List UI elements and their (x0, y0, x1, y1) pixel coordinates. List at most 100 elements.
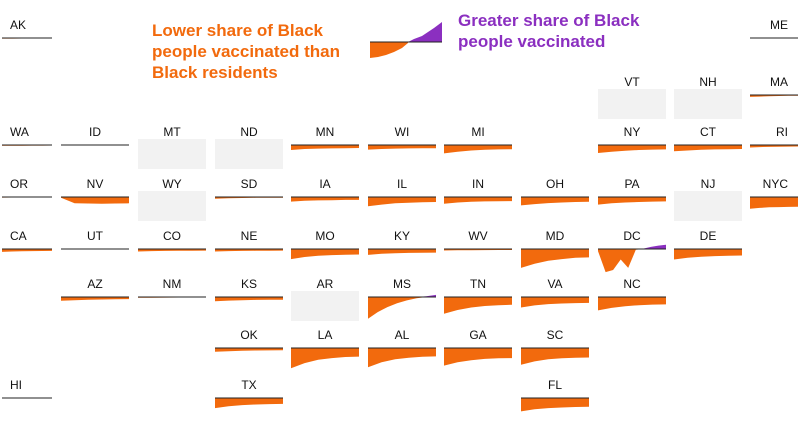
state-sparkline (442, 139, 514, 169)
state-sparkline (442, 243, 514, 273)
state-sparkline (366, 291, 438, 321)
state-tile-ky: KY (366, 229, 438, 275)
state-tile-al: AL (366, 328, 438, 374)
state-tile-ut: UT (59, 229, 131, 275)
state-sparkline (519, 191, 591, 221)
area-lower (598, 249, 666, 272)
state-sparkline (672, 191, 744, 221)
area-lower (291, 249, 359, 259)
state-sparkline (213, 342, 285, 372)
state-label: NYC (763, 177, 788, 191)
state-label: IN (442, 177, 514, 191)
area-lower (61, 297, 129, 301)
area-lower (521, 197, 589, 205)
state-label: AL (366, 328, 438, 342)
state-label: WI (366, 125, 438, 139)
state-label: OH (519, 177, 591, 191)
state-sparkline (596, 139, 668, 169)
legend-icon (370, 22, 442, 64)
state-label: NE (213, 229, 285, 243)
state-tile-ks: KS (213, 277, 285, 323)
state-tile-mt: MT (136, 125, 208, 171)
state-sparkline (748, 191, 800, 221)
state-tile-hi: HI (0, 378, 54, 424)
state-label: SC (519, 328, 591, 342)
state-label: FL (519, 378, 591, 392)
area-lower (368, 348, 436, 367)
state-label: AK (10, 18, 64, 32)
area-lower (291, 197, 359, 202)
state-tile-ak: AK (0, 18, 54, 64)
state-tile-nyc: NYC (748, 177, 800, 223)
area-lower (291, 348, 359, 368)
state-sparkline (596, 291, 668, 321)
state-sparkline (136, 243, 208, 273)
state-label: MN (289, 125, 361, 139)
state-label: MD (519, 229, 591, 243)
state-tile-ms: MS (366, 277, 438, 323)
state-label: ME (770, 18, 788, 32)
nodata-box (138, 191, 206, 221)
area-lower (368, 297, 436, 319)
state-sparkline (672, 243, 744, 273)
state-sparkline (0, 139, 54, 169)
state-tile-vt: VT (596, 75, 668, 121)
nodata-box (291, 291, 359, 321)
state-label: OK (213, 328, 285, 342)
state-tile-nj: NJ (672, 177, 744, 223)
state-tile-ga: GA (442, 328, 514, 374)
state-tile-ny: NY (596, 125, 668, 171)
state-tile-md: MD (519, 229, 591, 275)
state-tile-id: ID (59, 125, 131, 171)
area-lower (521, 398, 589, 411)
state-label: GA (442, 328, 514, 342)
state-sparkline (519, 243, 591, 273)
area-lower (444, 297, 512, 314)
state-label: NC (596, 277, 668, 291)
state-sparkline (213, 243, 285, 273)
state-label: DE (672, 229, 744, 243)
state-sparkline (596, 89, 668, 119)
state-tile-tn: TN (442, 277, 514, 323)
state-tile-fl: FL (519, 378, 591, 424)
state-tile-ma: MA (748, 75, 800, 121)
state-tile-wa: WA (0, 125, 54, 171)
state-sparkline (442, 342, 514, 372)
state-tile-wy: WY (136, 177, 208, 223)
state-label: NY (596, 125, 668, 139)
state-label: HI (10, 378, 64, 392)
state-tile-va: VA (519, 277, 591, 323)
state-tile-sd: SD (213, 177, 285, 223)
state-tile-ok: OK (213, 328, 285, 374)
state-tile-ca: CA (0, 229, 54, 275)
state-sparkline (366, 342, 438, 372)
state-sparkline (136, 291, 208, 321)
nodata-box (215, 139, 283, 169)
state-label: CO (136, 229, 208, 243)
legend-greater-text: Greater share of Black people vaccinated (458, 10, 658, 52)
area-lower (674, 249, 742, 260)
state-tile-ar: AR (289, 277, 361, 323)
area-lower (521, 348, 589, 365)
state-label: AR (289, 277, 361, 291)
area-lower (521, 297, 589, 308)
state-label: MA (770, 75, 788, 89)
state-label: KY (366, 229, 438, 243)
area-lower (215, 348, 283, 352)
state-sparkline (596, 191, 668, 221)
state-sparkline (748, 89, 800, 119)
state-label: LA (289, 328, 361, 342)
state-tile-in: IN (442, 177, 514, 223)
state-tile-sc: SC (519, 328, 591, 374)
state-sparkline (213, 291, 285, 321)
state-label: WV (442, 229, 514, 243)
state-tile-mo: MO (289, 229, 361, 275)
state-label: NV (59, 177, 131, 191)
state-tile-tx: TX (213, 378, 285, 424)
state-sparkline (289, 243, 361, 273)
state-label: MS (366, 277, 438, 291)
state-tile-de: DE (672, 229, 744, 275)
state-label: DC (596, 229, 668, 243)
state-sparkline (59, 243, 131, 273)
state-label: TX (213, 378, 285, 392)
